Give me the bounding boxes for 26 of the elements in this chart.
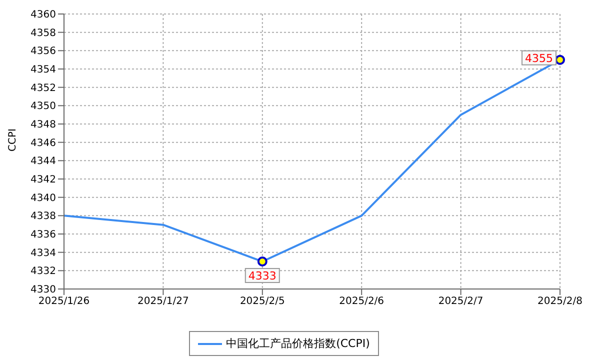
y-tick-label: 4334 xyxy=(30,248,56,259)
x-tick-label: 2025/1/26 xyxy=(38,296,90,308)
y-tick-label: 4350 xyxy=(30,101,56,112)
y-tick-label: 4352 xyxy=(30,82,56,94)
data-label: 4333 xyxy=(248,270,276,282)
y-tick-label: 4356 xyxy=(30,46,56,58)
x-tick-label: 2025/2/6 xyxy=(339,296,384,308)
y-tick-label: 4330 xyxy=(30,284,56,296)
y-tick-label: 4338 xyxy=(30,211,56,222)
x-tick-label: 2025/1/27 xyxy=(138,296,189,308)
y-tick-label: 4332 xyxy=(30,266,56,278)
y-tick-label: 4358 xyxy=(30,28,56,39)
y-axis-title: CCPI xyxy=(8,128,19,152)
x-tick-label: 2025/2/8 xyxy=(538,296,582,308)
y-tick-label: 4348 xyxy=(30,120,56,131)
y-tick-label: 4360 xyxy=(30,10,56,21)
data-label: 4355 xyxy=(525,52,553,65)
y-tick-label: 4336 xyxy=(30,230,56,241)
y-tick-label: 4344 xyxy=(30,156,56,168)
y-tick-label: 4354 xyxy=(30,64,56,76)
y-tick-label: 4342 xyxy=(30,174,56,186)
legend-label: 中国化工产品价格指数(CCPI) xyxy=(225,336,370,351)
y-tick-label: 4346 xyxy=(30,138,56,149)
y-tick-label: 4340 xyxy=(30,192,56,204)
x-tick-label: 2025/2/5 xyxy=(240,296,285,308)
x-tick-label: 2025/2/7 xyxy=(438,296,484,308)
